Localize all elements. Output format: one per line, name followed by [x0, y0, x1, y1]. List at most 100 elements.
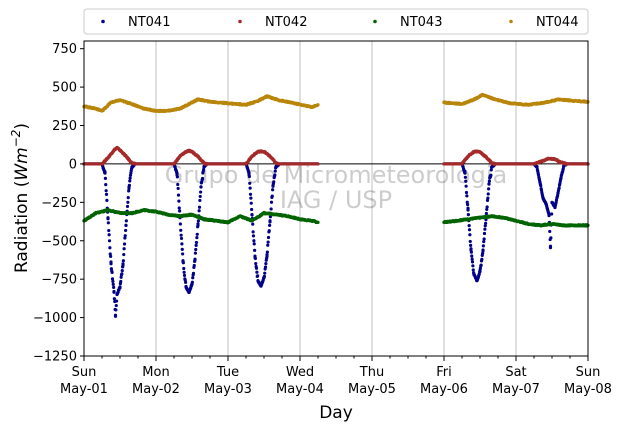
point-NT041 — [250, 207, 254, 212]
point-NT042 — [490, 161, 494, 165]
y-tick-label: 250 — [52, 119, 77, 134]
point-NT043 — [526, 222, 530, 226]
point-NT043 — [502, 216, 506, 220]
point-NT042 — [187, 149, 191, 153]
point-NT042 — [472, 150, 476, 154]
point-NT041 — [193, 251, 197, 255]
y-axis-ticks: −1250 −1000 −750 −500 −250 0 250 500 750 — [33, 42, 84, 365]
point-NT044 — [142, 107, 146, 111]
point-NT041 — [124, 219, 128, 223]
point-NT043 — [442, 220, 446, 224]
point-NT041 — [195, 236, 199, 240]
point-NT041 — [487, 187, 491, 191]
y-tick-label: −500 — [41, 234, 77, 249]
point-NT043 — [154, 209, 158, 214]
point-NT044 — [574, 99, 578, 103]
point-NT041 — [264, 262, 268, 266]
point-NT041 — [111, 279, 115, 283]
point-NT041 — [114, 303, 118, 308]
point-NT043 — [538, 223, 542, 227]
point-NT041 — [274, 165, 278, 169]
point-NT041 — [103, 171, 107, 175]
point-NT041 — [253, 256, 257, 261]
y-tick-label: 0 — [69, 157, 77, 172]
y-tick-label: −1250 — [33, 350, 77, 365]
point-NT041 — [265, 252, 269, 257]
point-NT041 — [200, 176, 205, 181]
point-NT041 — [178, 222, 182, 226]
point-NT041 — [269, 200, 274, 204]
point-NT041 — [267, 229, 271, 233]
point-NT041 — [482, 240, 486, 244]
point-NT042 — [244, 162, 248, 166]
point-NT042 — [493, 162, 497, 166]
point-NT041 — [255, 270, 259, 274]
point-NT041 — [176, 193, 181, 197]
point-NT043 — [142, 208, 146, 212]
point-NT044 — [256, 99, 260, 103]
point-NT041 — [130, 165, 134, 169]
point-NT042 — [541, 159, 545, 163]
point-NT041 — [253, 248, 257, 252]
point-NT041 — [107, 239, 112, 243]
y-axis-label-suffix: ) — [12, 123, 32, 130]
point-NT041 — [109, 262, 113, 266]
point-NT041 — [472, 272, 476, 277]
point-NT041 — [182, 266, 186, 271]
point-NT041 — [256, 274, 260, 278]
point-NT042 — [226, 162, 230, 166]
point-NT044 — [118, 98, 122, 102]
point-NT042 — [565, 162, 569, 166]
point-NT041 — [126, 200, 130, 204]
point-NT042 — [298, 162, 302, 166]
point-NT042 — [268, 154, 272, 158]
point-NT041 — [464, 184, 468, 188]
x-axis-ticks: Sun May-01 Mon May-02 Tue May-03 Wed May-04 Thu M… — [60, 356, 612, 397]
point-NT041 — [483, 227, 487, 231]
point-NT041 — [253, 254, 257, 258]
point-NT041 — [487, 182, 491, 186]
point-NT044 — [208, 100, 212, 104]
point-NT043 — [178, 214, 182, 218]
point-NT043 — [550, 222, 554, 226]
point-NT041 — [466, 208, 470, 212]
point-NT041 — [181, 252, 185, 256]
point-NT043 — [514, 219, 518, 223]
point-NT042 — [514, 162, 518, 166]
point-NT041 — [104, 183, 108, 187]
point-NT041 — [471, 264, 475, 268]
x-tick-label-date: May-06 — [420, 382, 468, 397]
point-NT041 — [482, 237, 486, 241]
point-NT041 — [202, 167, 206, 172]
point-NT042 — [547, 156, 551, 161]
point-NT041 — [485, 205, 489, 209]
point-NT041 — [470, 257, 474, 261]
point-NT044 — [472, 97, 476, 101]
point-NT041 — [248, 192, 253, 196]
point-NT041 — [467, 224, 471, 228]
point-NT041 — [273, 169, 277, 173]
point-NT042 — [205, 162, 209, 166]
point-NT041 — [465, 200, 469, 204]
point-NT041 — [112, 285, 116, 289]
point-NT041 — [263, 265, 268, 269]
x-tick-label-day: Thu — [359, 365, 384, 380]
point-NT044 — [178, 107, 182, 111]
point-NT043 — [226, 220, 230, 224]
point-NT042 — [190, 150, 194, 154]
y-tick-label: −750 — [41, 273, 77, 288]
point-NT044 — [442, 100, 446, 105]
x-axis-label: Day — [319, 403, 353, 423]
x-tick-label-date: May-07 — [492, 382, 540, 397]
point-NT041 — [471, 268, 475, 272]
point-NT044 — [265, 94, 269, 98]
point-NT041 — [115, 299, 119, 303]
point-NT041 — [249, 196, 253, 200]
point-NT041 — [179, 233, 183, 237]
point-NT044 — [94, 107, 98, 111]
point-NT041 — [180, 247, 184, 251]
point-NT042 — [133, 162, 137, 166]
point-NT041 — [541, 196, 545, 200]
point-NT041 — [468, 233, 472, 237]
legend-label-NT044: NT044 — [536, 15, 578, 30]
